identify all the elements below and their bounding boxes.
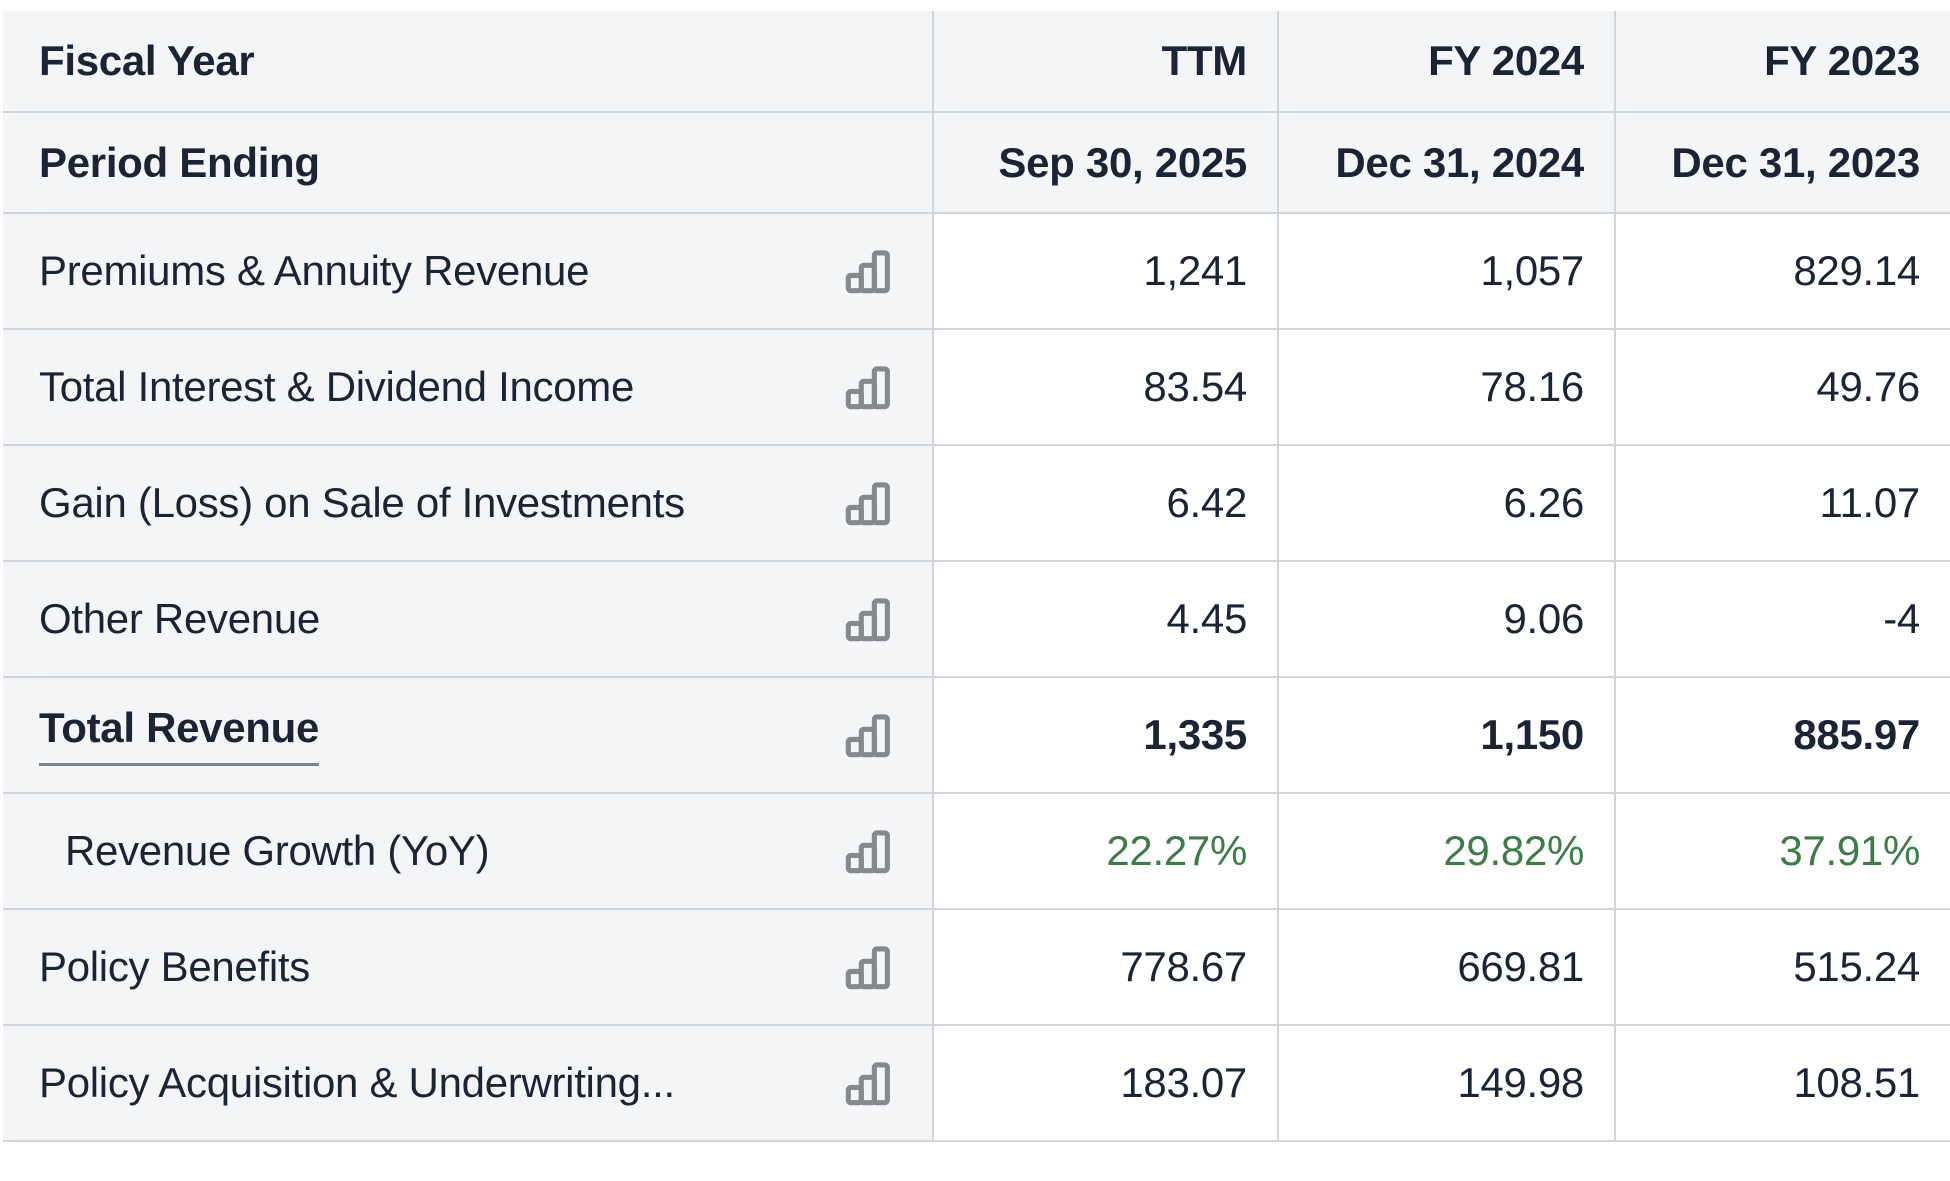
- financials-table-wrap: Fiscal Year TTM FY 2024 FY 2023 Period Endin…: [3, 11, 1950, 1142]
- header-value: TTM: [932, 11, 1279, 113]
- row-label-cell: Gain (Loss) on Sale of Investments: [3, 444, 934, 562]
- header-label: Period Ending: [39, 138, 320, 186]
- row-value: 4.45: [932, 560, 1279, 678]
- bar-chart-icon[interactable]: [841, 1057, 894, 1110]
- row-value: 78.16: [1277, 328, 1616, 446]
- row-label-cell: Total Interest & Dividend Income: [3, 328, 934, 446]
- table-row: Gain (Loss) on Sale of Investments 6.42 6.…: [3, 444, 1950, 562]
- row-value: 9.06: [1277, 560, 1616, 678]
- row-label: Premiums & Annuity Revenue: [39, 247, 590, 294]
- row-value: 183.07: [932, 1024, 1279, 1142]
- row-value: 885.97: [1614, 676, 1950, 794]
- bar-chart-icon[interactable]: [841, 709, 894, 762]
- row-label-cell: Premiums & Annuity Revenue: [3, 212, 934, 330]
- row-value: -4: [1614, 560, 1950, 678]
- header-label-cell: Fiscal Year: [3, 11, 934, 113]
- row-label: Revenue Growth (YoY): [65, 827, 490, 874]
- label-inner: Revenue Growth (YoY): [39, 825, 894, 878]
- row-value: 83.54: [932, 328, 1279, 446]
- row-value: 515.24: [1614, 908, 1950, 1026]
- header-label-cell: Period Ending: [3, 111, 934, 214]
- bar-chart-icon[interactable]: [841, 593, 894, 646]
- row-value: 829.14: [1614, 212, 1950, 330]
- row-value: 1,335: [932, 676, 1279, 794]
- row-value: 149.98: [1277, 1024, 1616, 1142]
- table-row: Policy Acquisition & Underwriting... 183.…: [3, 1024, 1950, 1142]
- row-label: Other Revenue: [39, 595, 320, 642]
- label-inner: Fiscal Year: [39, 37, 894, 85]
- table-row: Other Revenue 4.45 9.06 -4: [3, 560, 1950, 678]
- label-inner: Gain (Loss) on Sale of Investments: [39, 477, 894, 530]
- label-inner: Other Revenue: [39, 593, 894, 646]
- label-inner: Policy Acquisition & Underwriting...: [39, 1057, 894, 1110]
- row-value: 29.82%: [1277, 792, 1616, 910]
- bar-chart-icon[interactable]: [841, 245, 894, 298]
- row-value: 1,150: [1277, 676, 1616, 794]
- row-value: 1,241: [932, 212, 1279, 330]
- row-value: 6.26: [1277, 444, 1616, 562]
- table-row: Policy Benefits 778.67 669.81 515.24: [3, 908, 1950, 1026]
- row-label-cell: Total Revenue: [3, 676, 934, 794]
- row-label-cell: Revenue Growth (YoY): [3, 792, 934, 910]
- bar-chart-icon[interactable]: [841, 477, 894, 530]
- row-value: 11.07: [1614, 444, 1950, 562]
- label-inner: Premiums & Annuity Revenue: [39, 245, 894, 298]
- label-inner: Policy Benefits: [39, 941, 894, 994]
- header-value: FY 2024: [1277, 11, 1616, 113]
- row-value: 108.51: [1614, 1024, 1950, 1142]
- row-label-cell: Policy Benefits: [3, 908, 934, 1026]
- header-value: FY 2023: [1614, 11, 1950, 113]
- row-label-cell: Policy Acquisition & Underwriting...: [3, 1024, 934, 1142]
- bar-chart-icon[interactable]: [841, 941, 894, 994]
- row-label: Policy Acquisition & Underwriting...: [39, 1059, 675, 1106]
- period-ending-header-row: Period Ending Sep 30, 2025 Dec 31, 2024 Dec…: [3, 111, 1950, 214]
- header-value: Sep 30, 2025: [932, 111, 1279, 214]
- row-label-cell: Other Revenue: [3, 560, 934, 678]
- header-value: Dec 31, 2023: [1614, 111, 1950, 214]
- bar-chart-icon[interactable]: [841, 825, 894, 878]
- row-value: 669.81: [1277, 908, 1616, 1026]
- row-value: 22.27%: [932, 792, 1279, 910]
- header-label: Fiscal Year: [39, 37, 255, 84]
- table-row: Total Interest & Dividend Income 83.54 78.…: [3, 328, 1950, 446]
- table-row: Revenue Growth (YoY) 22.27% 29.82% 37.91%: [3, 792, 1950, 910]
- financials-table: Fiscal Year TTM FY 2024 FY 2023 Period Endin…: [3, 11, 1950, 1142]
- row-value: 6.42: [932, 444, 1279, 562]
- row-label: Total Interest & Dividend Income: [39, 363, 635, 410]
- bar-chart-icon[interactable]: [841, 361, 894, 414]
- header-value: Dec 31, 2024: [1277, 111, 1616, 214]
- row-value: 778.67: [932, 908, 1279, 1026]
- table-row: Total Revenue 1,335 1,150 885.97: [3, 676, 1950, 794]
- table-row: Premiums & Annuity Revenue 1,241 1,057 829.…: [3, 212, 1950, 330]
- label-inner: Total Revenue: [39, 704, 894, 766]
- row-label: Gain (Loss) on Sale of Investments: [39, 479, 685, 526]
- row-label: Policy Benefits: [39, 943, 310, 990]
- fiscal-year-header-row: Fiscal Year TTM FY 2024 FY 2023: [3, 11, 1950, 113]
- row-value: 1,057: [1277, 212, 1616, 330]
- row-value: 49.76: [1614, 328, 1950, 446]
- label-inner: Total Interest & Dividend Income: [39, 361, 894, 414]
- row-label: Total Revenue: [39, 704, 320, 766]
- label-inner: Period Ending: [39, 139, 894, 187]
- row-value: 37.91%: [1614, 792, 1950, 910]
